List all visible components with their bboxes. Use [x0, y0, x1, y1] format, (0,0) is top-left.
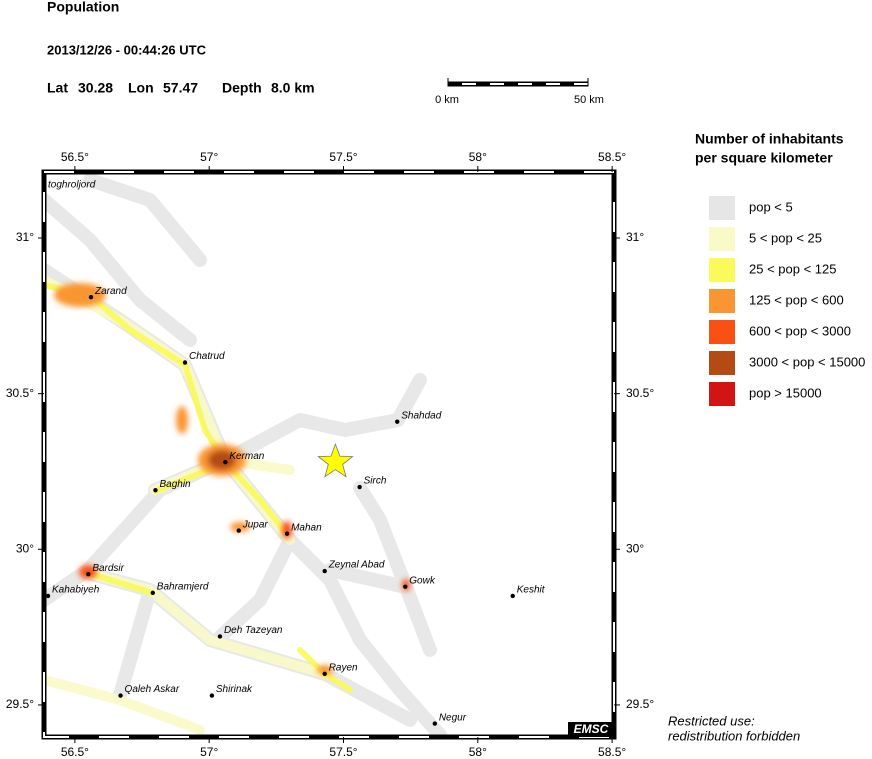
legend-label: 3000 < pop < 15000 — [749, 354, 865, 369]
map-frame-pattern — [43, 171, 615, 738]
city-label: Gowk — [409, 575, 436, 586]
city-label: Baghin — [159, 479, 191, 490]
city-dot — [182, 360, 188, 365]
lat-tick-label: 30.5° — [6, 386, 34, 400]
footnote: Restricted use: — [668, 713, 755, 728]
edge-label: toghroljord — [48, 180, 96, 191]
city-dot — [284, 531, 290, 536]
city-label: Kerman — [229, 451, 264, 462]
epicenter — [317, 442, 354, 478]
lon-value: 57.47 — [163, 80, 198, 96]
city-dot — [403, 584, 408, 589]
city-dot — [217, 634, 223, 639]
legend-label: 5 < pop < 25 — [749, 230, 822, 245]
city-label: Chatrud — [189, 351, 225, 362]
lat-tick-label: 29.5° — [6, 697, 34, 711]
footnote: redistribution forbidden — [668, 728, 800, 743]
legend-label: 125 < pop < 600 — [749, 292, 844, 307]
legend-label: pop < 5 — [749, 199, 793, 214]
legend-label: 600 < pop < 3000 — [749, 323, 851, 338]
lat-value: 30.28 — [78, 80, 113, 96]
city-dot — [86, 571, 91, 577]
city-label: Bardsir — [92, 563, 124, 574]
depth-value: 8.0 km — [271, 80, 315, 96]
logo-box — [568, 722, 614, 737]
lon-tick-label: 56.5° — [61, 745, 89, 759]
city-label: Qaleh Askar — [125, 684, 180, 695]
legend-label: 25 < pop < 125 — [749, 261, 836, 276]
title: Population — [47, 0, 119, 15]
city-dot — [88, 294, 94, 300]
lat-tick-label: 31° — [16, 230, 34, 244]
lat-tick-label: 30.5° — [626, 386, 654, 400]
city-dot — [322, 671, 327, 677]
legend-title: Number of inhabitants — [695, 131, 844, 147]
city-dot — [209, 693, 215, 698]
city-label: Keshit — [517, 585, 546, 596]
city-label: Mahan — [291, 522, 322, 533]
scale-start: 0 km — [435, 94, 459, 106]
datetime: 2013/12/26 - 00:44:26 UTC — [47, 42, 207, 57]
city-label: Shirinak — [216, 684, 253, 695]
legend-title: per square kilometer — [695, 150, 833, 166]
city-dot — [510, 593, 515, 599]
city-label: Bahramjerd — [157, 582, 209, 593]
depth-label: Depth — [222, 80, 262, 96]
scale-end: 50 km — [574, 94, 604, 106]
city-dot — [223, 459, 228, 465]
city-label: Negur — [439, 712, 467, 723]
city-label: Zeynal Abad — [328, 560, 385, 571]
lon-tick-label: 56.5° — [61, 150, 89, 164]
city-label: Deh Tazeyan — [224, 625, 283, 636]
city-dot — [45, 593, 51, 599]
legend-swatch — [709, 258, 735, 282]
city-label: Shahdad — [401, 410, 441, 421]
lat-tick-label: 29.5° — [626, 697, 654, 711]
city-dot — [150, 590, 155, 596]
lon-tick-label: 57.5° — [329, 745, 357, 759]
lon-label: Lon — [128, 80, 154, 96]
lon-tick-label: 57.5° — [329, 150, 357, 164]
city-label: Sirch — [364, 476, 387, 487]
city-label: Jupar — [242, 519, 269, 530]
logo: EMSC — [574, 722, 609, 736]
legend-swatch — [709, 196, 735, 220]
legend-label: pop > 15000 — [749, 385, 822, 400]
legend-swatch — [709, 227, 735, 251]
scale-bar — [447, 78, 589, 87]
legend-swatch — [709, 351, 735, 375]
city-dot — [322, 568, 327, 574]
city-dot — [357, 484, 362, 490]
city-dot — [395, 419, 400, 424]
city-dot — [118, 693, 123, 698]
lat-label: Lat — [47, 80, 68, 96]
lat-tick-label: 31° — [626, 230, 644, 244]
city-label: Kahabiyeh — [52, 585, 100, 596]
city-dot — [432, 721, 438, 726]
legend-swatch — [709, 320, 735, 344]
lon-tick-label: 58.5° — [598, 150, 626, 164]
lon-tick-label: 57° — [200, 150, 218, 164]
legend-swatch — [709, 382, 735, 406]
lat-tick-label: 30° — [16, 541, 34, 555]
legend-swatch — [709, 289, 735, 313]
lat-tick-label: 30° — [626, 541, 644, 555]
city-dot — [236, 528, 241, 533]
lon-tick-label: 58.5° — [598, 745, 626, 759]
city-label: Rayen — [329, 662, 358, 673]
city-dot — [153, 487, 158, 493]
city-label: Zarand — [94, 286, 127, 297]
lon-tick-label: 58° — [469, 745, 487, 759]
lon-tick-label: 57° — [200, 745, 218, 759]
lon-tick-label: 58° — [469, 150, 487, 164]
